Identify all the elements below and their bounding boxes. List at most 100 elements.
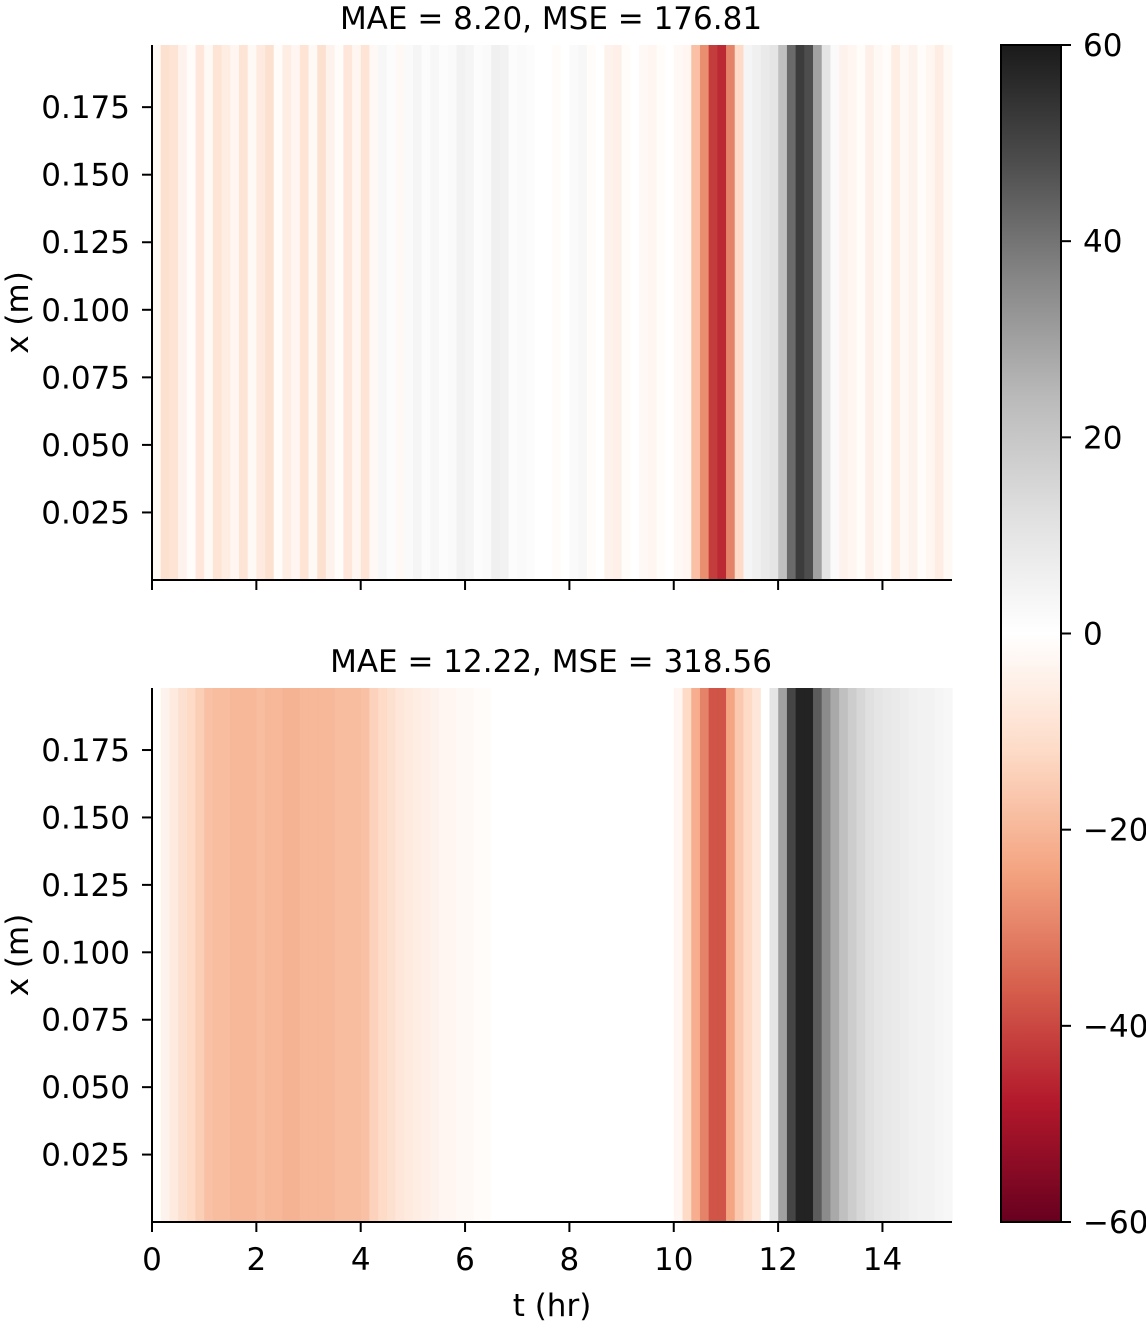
heatmap-cell bbox=[299, 45, 310, 580]
heatmap-cell bbox=[786, 688, 797, 1222]
heatmap-cell bbox=[325, 45, 336, 580]
heatmap-cell bbox=[917, 45, 927, 580]
heatmap-cell bbox=[221, 688, 231, 1222]
heatmap-cell bbox=[552, 45, 562, 580]
heatmap-cell bbox=[465, 688, 475, 1222]
heatmap-cell bbox=[699, 688, 710, 1222]
heatmap-cell bbox=[821, 688, 832, 1222]
heatmap-cell bbox=[221, 45, 231, 580]
heatmap-cell bbox=[604, 45, 614, 580]
heatmap-cell bbox=[621, 45, 631, 580]
heatmap-cell bbox=[769, 45, 779, 580]
heatmap-cell bbox=[447, 688, 458, 1222]
heatmap-cell bbox=[769, 688, 779, 1222]
heatmap-cell bbox=[717, 45, 727, 580]
y-tick-label: 0.100 bbox=[41, 935, 130, 971]
heatmap-cell bbox=[717, 688, 727, 1222]
heatmap-cell bbox=[343, 45, 353, 580]
y-tick-label: 0.025 bbox=[41, 1138, 130, 1174]
heatmap-cell bbox=[908, 688, 918, 1222]
heatmap-cell bbox=[656, 688, 666, 1222]
heatmap-cell bbox=[343, 688, 353, 1222]
heatmap-cell bbox=[708, 688, 718, 1222]
heatmap-cell bbox=[595, 688, 605, 1222]
heatmap-cell bbox=[230, 45, 240, 580]
heatmap-cell bbox=[899, 688, 910, 1222]
y-tick-label: 0.125 bbox=[41, 868, 130, 904]
y-tick-label: 0.100 bbox=[41, 293, 130, 329]
heatmap-cell bbox=[760, 45, 771, 580]
heatmap-cell bbox=[908, 45, 918, 580]
heatmap-cell bbox=[152, 688, 162, 1222]
heatmap-cell bbox=[873, 688, 884, 1222]
heatmap-cell bbox=[552, 688, 562, 1222]
heatmap-cell bbox=[195, 45, 205, 580]
x-tick-label: 14 bbox=[863, 1242, 902, 1278]
heatmap-cell bbox=[926, 688, 936, 1222]
y-tick-label: 0.050 bbox=[41, 1070, 130, 1106]
heatmap-cell bbox=[247, 45, 257, 580]
heatmap-cell bbox=[839, 688, 849, 1222]
heatmap-cell bbox=[543, 688, 553, 1222]
heatmap-cell bbox=[473, 688, 484, 1222]
heatmap-cell bbox=[352, 688, 362, 1222]
heatmap-cell bbox=[517, 45, 527, 580]
heatmap-cell bbox=[778, 688, 788, 1222]
colorbar-gradient bbox=[1000, 44, 1062, 1223]
heatmap-cell bbox=[369, 45, 379, 580]
heatmap-cell bbox=[621, 688, 631, 1222]
heatmap-cell bbox=[325, 688, 336, 1222]
heatmap-cell bbox=[169, 688, 179, 1222]
heatmap-cell bbox=[534, 688, 544, 1222]
heatmap-cell bbox=[726, 688, 736, 1222]
heatmap-cell bbox=[673, 688, 684, 1222]
heatmap-cell bbox=[152, 45, 162, 580]
heatmap-cell bbox=[378, 45, 388, 580]
heatmap-cell bbox=[856, 45, 866, 580]
heatmap-cell bbox=[238, 45, 249, 580]
colorbar-tick-label: −60 bbox=[1083, 1205, 1146, 1241]
heatmap-cell bbox=[691, 45, 701, 580]
heatmap-cell bbox=[256, 688, 266, 1222]
heatmap-cell bbox=[238, 688, 249, 1222]
heatmap-cell bbox=[204, 688, 214, 1222]
heatmap-cell bbox=[465, 45, 475, 580]
heatmap-cell bbox=[734, 45, 745, 580]
heatmap-cell bbox=[456, 45, 466, 580]
heatmap-cell bbox=[830, 45, 840, 580]
heatmap-cell bbox=[169, 45, 179, 580]
heatmap-cell bbox=[404, 45, 414, 580]
heatmap-cell bbox=[639, 688, 649, 1222]
x-axis-label: t (hr) bbox=[513, 1288, 592, 1324]
heatmap-cell bbox=[291, 688, 301, 1222]
heatmap-cell bbox=[282, 45, 292, 580]
heatmap-cell bbox=[865, 45, 875, 580]
heatmap-cell bbox=[595, 45, 605, 580]
heatmap-cell bbox=[186, 45, 197, 580]
heatmap-cell bbox=[491, 45, 501, 580]
heatmap-cell bbox=[647, 688, 658, 1222]
y-tick-label: 0.050 bbox=[41, 428, 130, 464]
heatmap-cell bbox=[917, 688, 927, 1222]
heatmap-cell bbox=[212, 688, 223, 1222]
y-tick-label: 0.175 bbox=[41, 733, 130, 769]
heatmap-cell bbox=[360, 45, 371, 580]
heatmap-cell bbox=[430, 45, 440, 580]
heatmap-cell bbox=[699, 45, 710, 580]
heatmap-cell bbox=[665, 688, 675, 1222]
heatmap-cell bbox=[265, 688, 275, 1222]
heatmap-cell bbox=[682, 45, 692, 580]
heatmap-cell bbox=[378, 688, 388, 1222]
heatmap-cell bbox=[560, 688, 571, 1222]
heatmap-cell bbox=[778, 45, 788, 580]
x-tick-label: 8 bbox=[560, 1242, 580, 1278]
y-tick-label: 0.075 bbox=[41, 360, 130, 396]
heatmap-cell bbox=[160, 45, 170, 580]
y-tick-label: 0.125 bbox=[41, 225, 130, 261]
heatmap-cell bbox=[473, 45, 484, 580]
heatmap-panel-top: 0.025 0.050 0.075 0.100 0.125 0.150 0.175 MAE =… bbox=[0, 1, 953, 590]
heatmap-panel-bottom: 0 2 4 6 8 10 12 14 0.025 0.050 0.075 0.100 0.125 0.15… bbox=[0, 644, 953, 1324]
heatmap-cell bbox=[352, 45, 362, 580]
heatmap-cell bbox=[586, 45, 597, 580]
heatmap-cell bbox=[395, 45, 405, 580]
